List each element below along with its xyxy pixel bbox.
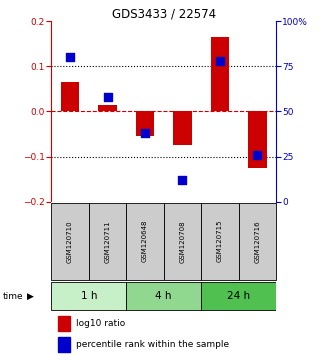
- Bar: [58, 337, 70, 352]
- FancyBboxPatch shape: [164, 202, 201, 280]
- Bar: [211, 37, 229, 112]
- Text: percentile rank within the sample: percentile rank within the sample: [76, 340, 229, 349]
- FancyBboxPatch shape: [89, 202, 126, 280]
- FancyBboxPatch shape: [239, 202, 276, 280]
- FancyBboxPatch shape: [126, 202, 164, 280]
- FancyBboxPatch shape: [201, 282, 276, 310]
- Bar: [173, 112, 192, 145]
- FancyBboxPatch shape: [51, 202, 89, 280]
- Point: [255, 152, 260, 158]
- Text: GSM120710: GSM120710: [67, 220, 73, 263]
- Text: log10 ratio: log10 ratio: [76, 319, 125, 328]
- Text: 24 h: 24 h: [227, 291, 250, 301]
- Text: GSM120711: GSM120711: [105, 220, 110, 263]
- Bar: [58, 316, 70, 331]
- Text: GSM120708: GSM120708: [179, 220, 186, 263]
- Point: [180, 177, 185, 183]
- Title: GDS3433 / 22574: GDS3433 / 22574: [112, 7, 216, 20]
- Bar: [248, 112, 267, 168]
- Point: [105, 94, 110, 100]
- FancyBboxPatch shape: [51, 282, 126, 310]
- Text: GSM120716: GSM120716: [254, 220, 260, 263]
- Point: [217, 58, 222, 64]
- Text: ▶: ▶: [27, 292, 34, 301]
- Text: 4 h: 4 h: [155, 291, 172, 301]
- Text: 1 h: 1 h: [81, 291, 97, 301]
- FancyBboxPatch shape: [126, 282, 201, 310]
- Bar: [61, 82, 79, 112]
- Text: time: time: [3, 292, 24, 301]
- Point: [67, 55, 73, 60]
- Bar: [135, 112, 154, 136]
- Bar: [98, 105, 117, 112]
- Text: GSM120648: GSM120648: [142, 220, 148, 262]
- FancyBboxPatch shape: [201, 202, 239, 280]
- Text: GSM120715: GSM120715: [217, 220, 223, 262]
- Point: [143, 130, 148, 136]
